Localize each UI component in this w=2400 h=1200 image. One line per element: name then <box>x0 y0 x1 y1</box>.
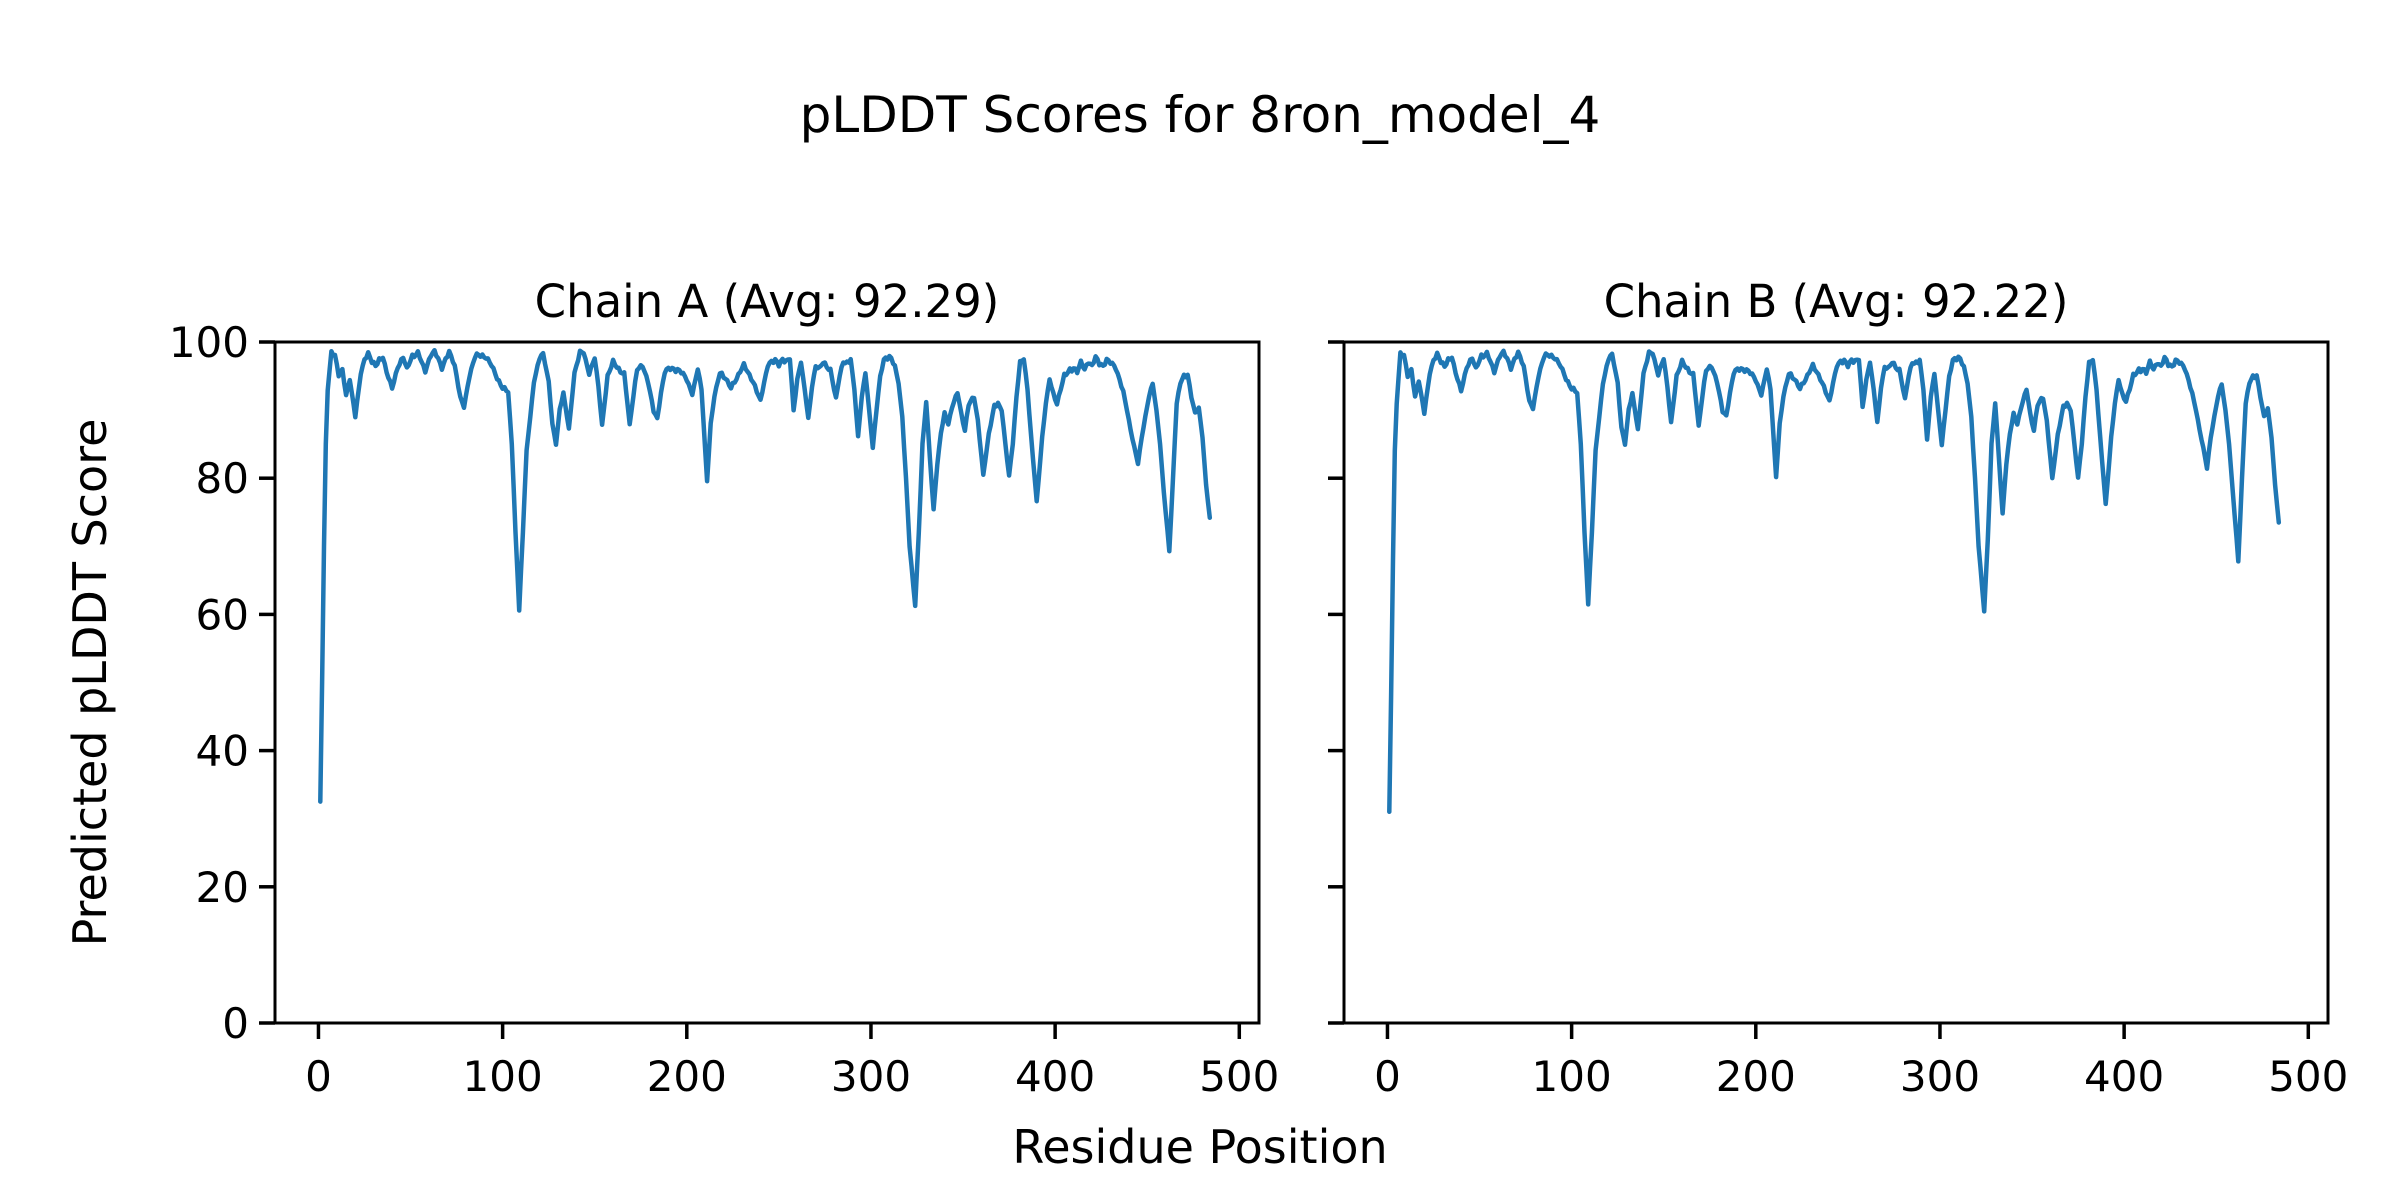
x-tick-label: 500 <box>1199 1052 1279 1101</box>
x-axis-label: Residue Position <box>1012 1120 1387 1174</box>
x-tick-label: 300 <box>831 1052 911 1101</box>
x-tick-label: 400 <box>1015 1052 1095 1101</box>
chain-a-plddt-line <box>318 347 1213 804</box>
x-tick-label: 200 <box>1716 1052 1796 1101</box>
x-tick-label: 300 <box>1900 1052 1980 1101</box>
chain-a-axis-ticks: 0 100 200 300 400 500 0 20 40 60 80 100 <box>169 318 1280 1101</box>
x-tick-label: 200 <box>647 1052 727 1101</box>
chain-b-plddt-line <box>1387 348 2282 815</box>
y-axis-label: Predicted pLDDT Score <box>63 419 117 947</box>
x-tick-label: 0 <box>305 1052 332 1101</box>
figure-suptitle: pLDDT Scores for 8ron_model_4 <box>800 86 1601 144</box>
x-tick-label: 400 <box>2084 1052 2164 1101</box>
y-tick-label: 0 <box>222 999 249 1048</box>
chain-b-plot-area <box>1342 340 2330 1025</box>
chain-b-axis-ticks: 0 100 200 300 400 500 <box>1328 340 2348 1101</box>
subplot-chain-a: Chain A (Avg: 92.29) 0 100 200 300 400 500 0 20… <box>169 275 1280 1101</box>
y-tick-label: 20 <box>196 863 249 912</box>
x-tick-label: 100 <box>1532 1052 1612 1101</box>
x-tick-label: 0 <box>1374 1052 1401 1101</box>
y-tick-label: 100 <box>169 318 249 367</box>
subplot-chain-b: Chain B (Avg: 92.22) 0 100 200 300 400 500 <box>1328 275 2348 1101</box>
y-tick-label: 80 <box>196 454 249 503</box>
chain-a-plot-area <box>273 340 1261 1025</box>
subplot-title-chain-b: Chain B (Avg: 92.22) <box>1604 275 2069 328</box>
y-tick-label: 60 <box>196 590 249 639</box>
y-tick-label: 40 <box>196 727 249 776</box>
x-tick-label: 500 <box>2268 1052 2348 1101</box>
subplot-title-chain-a: Chain A (Avg: 92.29) <box>535 275 1000 328</box>
x-tick-label: 100 <box>463 1052 543 1101</box>
